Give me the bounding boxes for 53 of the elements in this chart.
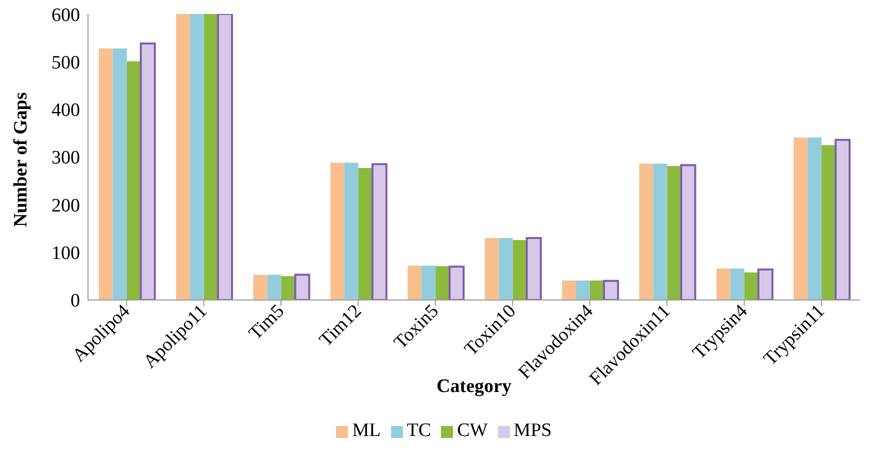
bar (603, 280, 620, 300)
bar (281, 276, 296, 300)
bar (680, 164, 696, 300)
bar (716, 268, 730, 300)
bar (204, 14, 218, 300)
bar (294, 274, 310, 300)
y-tick-label: 200 (52, 195, 80, 216)
bar (526, 237, 542, 300)
bar (730, 268, 744, 300)
bar (639, 164, 654, 300)
bar (512, 240, 527, 300)
bar (358, 168, 372, 300)
bar (822, 145, 836, 300)
bar (794, 137, 808, 300)
bar (422, 266, 436, 300)
y-tick-label: 400 (52, 100, 80, 122)
bar (834, 138, 851, 300)
y-tick-label: 300 (52, 148, 80, 169)
bar (176, 14, 190, 300)
bar (562, 280, 576, 300)
bar (744, 272, 758, 300)
bar (448, 266, 465, 300)
bar (590, 280, 604, 300)
bar (217, 14, 234, 300)
bar (267, 274, 282, 300)
bar (126, 61, 141, 300)
bar (408, 266, 422, 300)
bar (498, 238, 513, 300)
bar (190, 14, 204, 300)
y-tick-label: 600 (52, 4, 80, 26)
legend-label: ML (352, 420, 381, 441)
legend-label: TC (406, 420, 432, 441)
bar (653, 164, 668, 300)
y-axis-title: Number of Gaps (10, 92, 32, 227)
bar (140, 42, 156, 300)
bar (98, 48, 113, 300)
bar (253, 274, 268, 300)
bar (576, 280, 590, 300)
bar (808, 137, 822, 300)
bar (757, 268, 774, 300)
y-tick-label: 0 (70, 290, 80, 312)
bar (330, 162, 344, 300)
bar (667, 166, 682, 300)
bar (484, 238, 499, 300)
legend-label: CW (457, 420, 488, 441)
bar (436, 266, 450, 300)
y-tick-label: 500 (52, 52, 80, 74)
x-axis-title: Category (436, 376, 512, 397)
bar (112, 48, 127, 300)
bar (371, 163, 388, 300)
legend-label: MPS (514, 420, 552, 441)
y-tick-label: 100 (52, 243, 80, 264)
bar (344, 162, 358, 300)
